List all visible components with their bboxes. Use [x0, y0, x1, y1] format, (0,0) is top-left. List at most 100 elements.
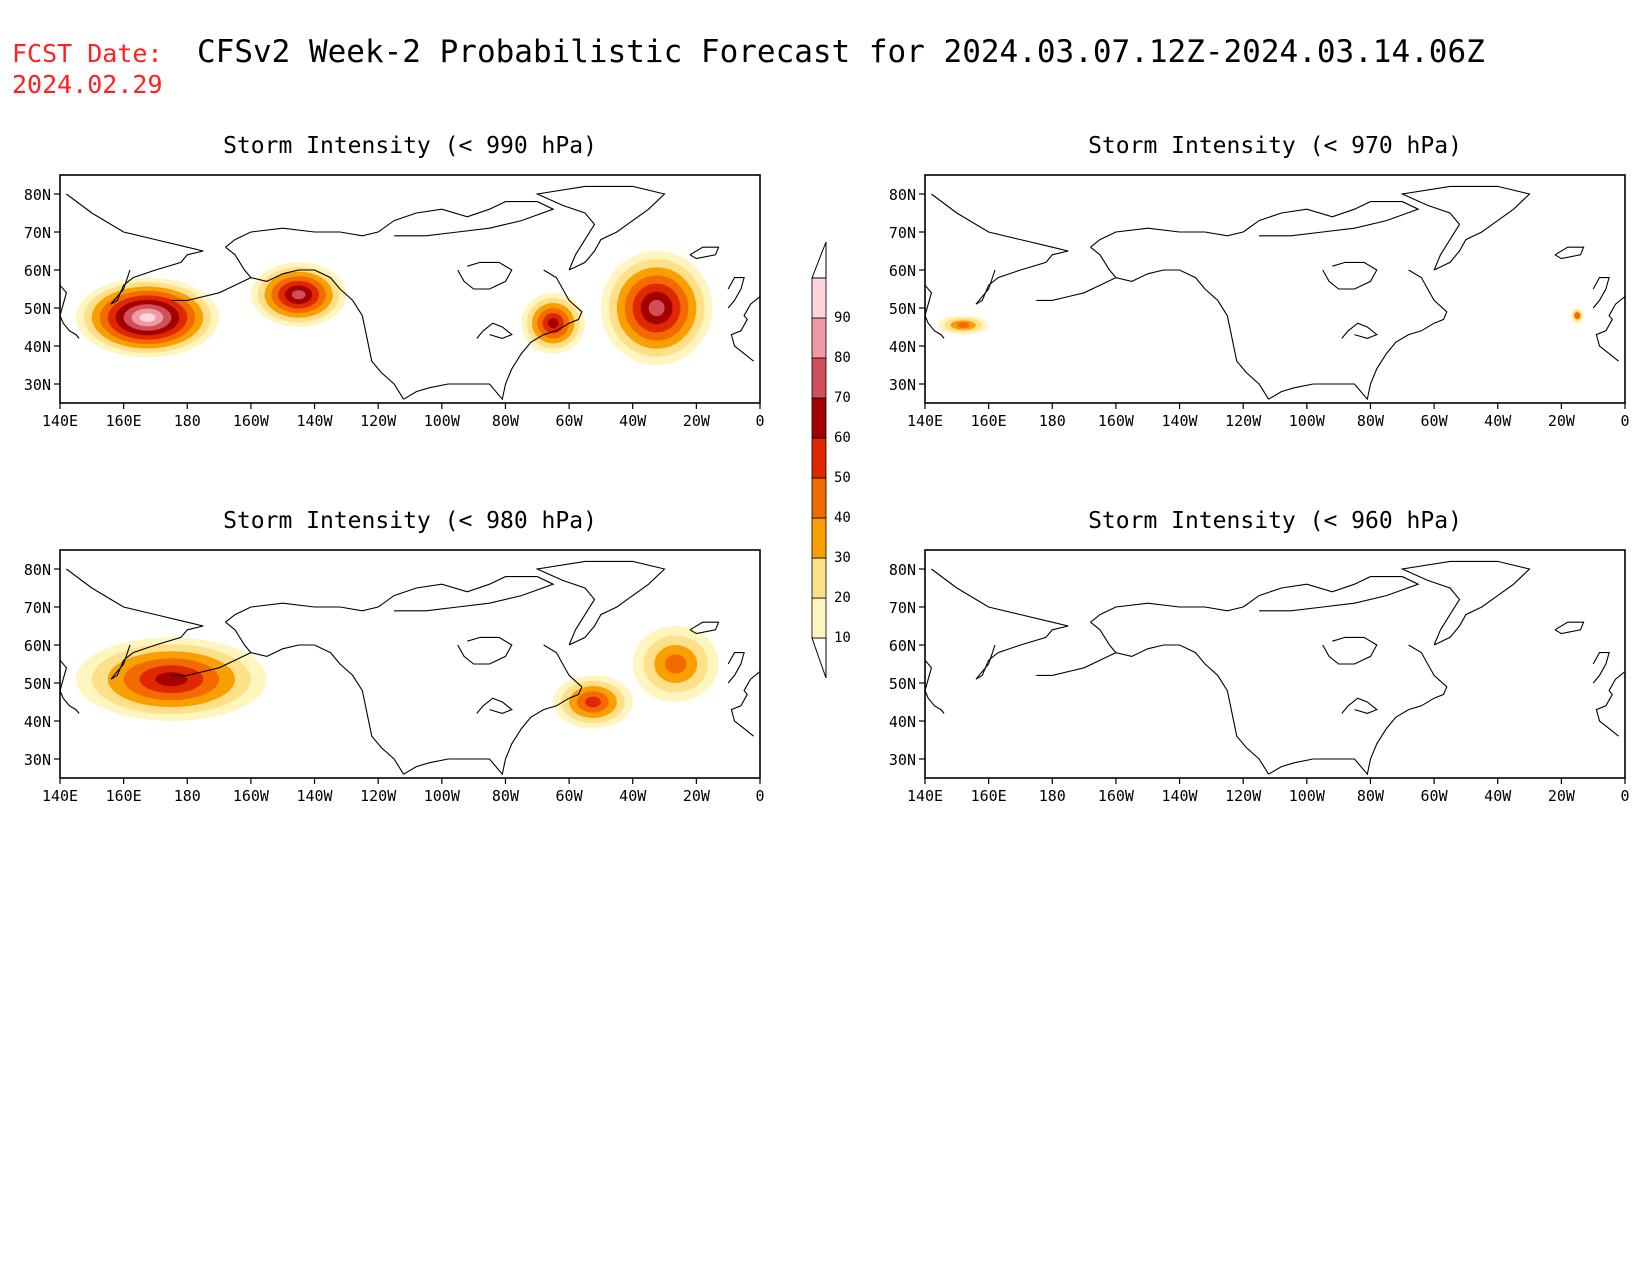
coastline — [1268, 758, 1314, 775]
lon-tick-label: 180 — [174, 787, 201, 805]
coastlines — [925, 560, 1625, 776]
prob-contour — [648, 299, 665, 317]
coastline — [225, 621, 405, 775]
lon-tick-label: 0 — [755, 412, 764, 430]
coastline — [1090, 227, 1244, 248]
colorbar-level-label: 30 — [834, 550, 851, 566]
colorbar-swatch — [811, 437, 827, 479]
lat-tick-label: 30N — [24, 751, 51, 769]
coastline — [1090, 602, 1244, 623]
coastline — [403, 758, 449, 775]
lon-tick-label: 180 — [1039, 412, 1066, 430]
prob-region — [553, 675, 633, 729]
coastline — [1313, 644, 1448, 776]
lon-tick-label: 120W — [360, 787, 397, 805]
lon-tick-label: 100W — [424, 787, 461, 805]
lon-tick-label: 60W — [556, 787, 584, 805]
coastline — [689, 246, 720, 260]
coastline — [1242, 576, 1420, 612]
lat-tick-label: 60N — [24, 262, 51, 280]
lat-tick-label: 40N — [889, 338, 916, 356]
lat-tick-label: 70N — [24, 224, 51, 242]
coastlines — [60, 560, 760, 776]
coastline — [476, 697, 513, 714]
lat-tick-label: 50N — [24, 300, 51, 318]
lon-tick-label: 100W — [1289, 412, 1326, 430]
coastline — [403, 383, 449, 400]
coastline — [60, 659, 68, 691]
coastline — [60, 284, 68, 316]
coastline — [1592, 652, 1610, 684]
lon-tick-label: 120W — [1225, 412, 1262, 430]
lon-tick-label: 40W — [619, 787, 647, 805]
lat-tick-label: 30N — [24, 376, 51, 394]
lat-tick-label: 80N — [24, 186, 51, 204]
lat-tick-label: 30N — [889, 751, 916, 769]
coastline — [925, 284, 933, 316]
prob-region — [521, 292, 585, 354]
lat-tick-label: 30N — [889, 376, 916, 394]
lon-tick-label: 160E — [106, 787, 142, 805]
coastline — [1090, 246, 1270, 400]
lat-tick-label: 40N — [889, 713, 916, 731]
coastline — [1592, 277, 1610, 309]
coastline — [925, 690, 945, 714]
colorbar-swatch — [811, 357, 827, 399]
panel-p990: Storm Intensity (< 990 hPa) 140E 160E 180 16… — [24, 133, 765, 430]
panel-p960: Storm Intensity (< 960 hPa) 140E 160E 180 16… — [889, 508, 1630, 805]
lat-tick-label: 80N — [889, 186, 916, 204]
colorbar-level-label: 40 — [834, 510, 851, 526]
lon-tick-label: 20W — [1548, 787, 1576, 805]
coastline — [225, 227, 379, 248]
coastline — [1554, 621, 1585, 635]
lon-tick-label: 0 — [1620, 412, 1629, 430]
lon-tick-label: 140W — [1161, 787, 1198, 805]
coastline — [225, 602, 379, 623]
lon-tick-label: 0 — [755, 787, 764, 805]
lat-tick-label: 40N — [24, 338, 51, 356]
panel-title: Storm Intensity (< 970 hPa) — [1088, 133, 1462, 159]
coastline — [1090, 621, 1270, 775]
coastline — [60, 315, 80, 339]
prob-region — [1570, 308, 1584, 324]
coastline — [925, 659, 933, 691]
fcst-date-label: FCST Date: — [12, 39, 163, 68]
lon-tick-label: 120W — [360, 412, 397, 430]
lat-tick-label: 70N — [24, 599, 51, 617]
panels-layer: Storm Intensity (< 990 hPa) 140E 160E 180 16… — [24, 133, 1630, 805]
prob-region — [250, 262, 347, 328]
lon-tick-label: 140W — [296, 787, 333, 805]
map-frame — [924, 549, 1626, 779]
lon-tick-label: 140W — [1161, 412, 1198, 430]
coastline — [1341, 322, 1378, 339]
panel-p970: Storm Intensity (< 970 hPa) 140E 160E 180 16… — [889, 133, 1630, 430]
lon-tick-label: 160E — [971, 787, 1007, 805]
prob-region — [632, 626, 719, 702]
coastline — [457, 636, 513, 665]
prob-region — [937, 315, 989, 335]
coastline — [689, 621, 720, 635]
coastline — [171, 277, 252, 301]
coastline — [457, 261, 513, 290]
lon-tick-label: 20W — [683, 412, 711, 430]
prob-contour — [664, 654, 687, 674]
map-frame — [924, 174, 1626, 404]
lat-tick-label: 60N — [24, 637, 51, 655]
lon-tick-label: 60W — [1421, 787, 1449, 805]
panel-title: Storm Intensity (< 980 hPa) — [223, 508, 597, 534]
lon-tick-label: 140E — [907, 412, 943, 430]
colorbar-swatch — [811, 477, 827, 519]
colorbar-swatch — [811, 277, 827, 319]
prob-region — [600, 251, 713, 365]
lat-tick-label: 80N — [889, 561, 916, 579]
panel-title: Storm Intensity (< 960 hPa) — [1088, 508, 1462, 534]
coastline — [1595, 671, 1625, 737]
colorbar: 10 20 30 40 50 60 70 80 90 — [811, 241, 851, 679]
panel-title: Storm Intensity (< 990 hPa) — [223, 133, 597, 159]
coastline — [1554, 246, 1585, 260]
colorbar-level-label: 10 — [834, 630, 851, 646]
lon-tick-label: 160W — [1098, 787, 1135, 805]
lon-tick-label: 140W — [296, 412, 333, 430]
lon-tick-label: 140E — [42, 787, 78, 805]
